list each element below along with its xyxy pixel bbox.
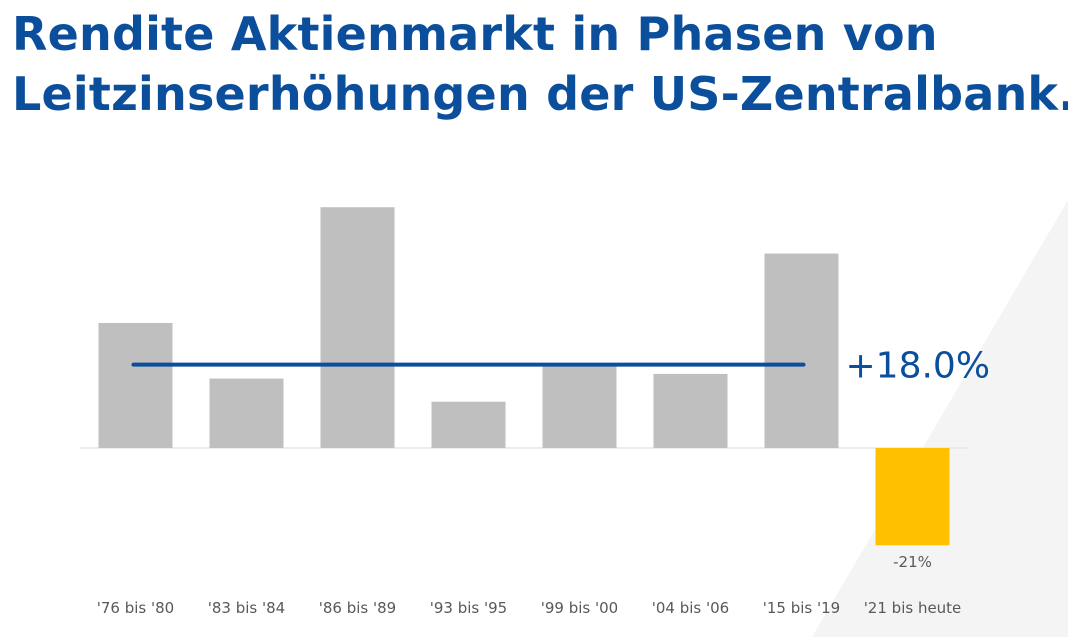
bar-2 [320, 207, 395, 448]
bar-0 [98, 322, 173, 448]
average-label: +18.0% [846, 346, 991, 387]
title-line-2: Leitzinserhöhungen der US-Zentralbank. [12, 67, 1068, 121]
tick-label-4: '99 bis '00 [541, 599, 618, 617]
tick-label-0: '76 bis '80 [97, 599, 174, 617]
bar-3 [431, 401, 506, 448]
tick-label-5: '04 bis '06 [652, 599, 729, 617]
tick-label-1: '83 bis '84 [208, 599, 285, 617]
tick-label-2: '86 bis '89 [319, 599, 396, 617]
tick-label-6: '15 bis '19 [763, 599, 840, 617]
bar-1 [209, 378, 284, 448]
chart-title: Rendite Aktienmarkt in Phasen von Leitzi… [12, 4, 1068, 124]
data-label-7: -21% [893, 553, 932, 571]
title-line-1: Rendite Aktienmarkt in Phasen von [12, 7, 938, 61]
bar-7 [875, 448, 950, 546]
tick-label-3: '93 bis '95 [430, 599, 507, 617]
bar-6 [764, 253, 839, 448]
bar-5 [653, 373, 728, 448]
bar-4 [542, 364, 617, 448]
tick-label-7: '21 bis heute [864, 599, 962, 617]
